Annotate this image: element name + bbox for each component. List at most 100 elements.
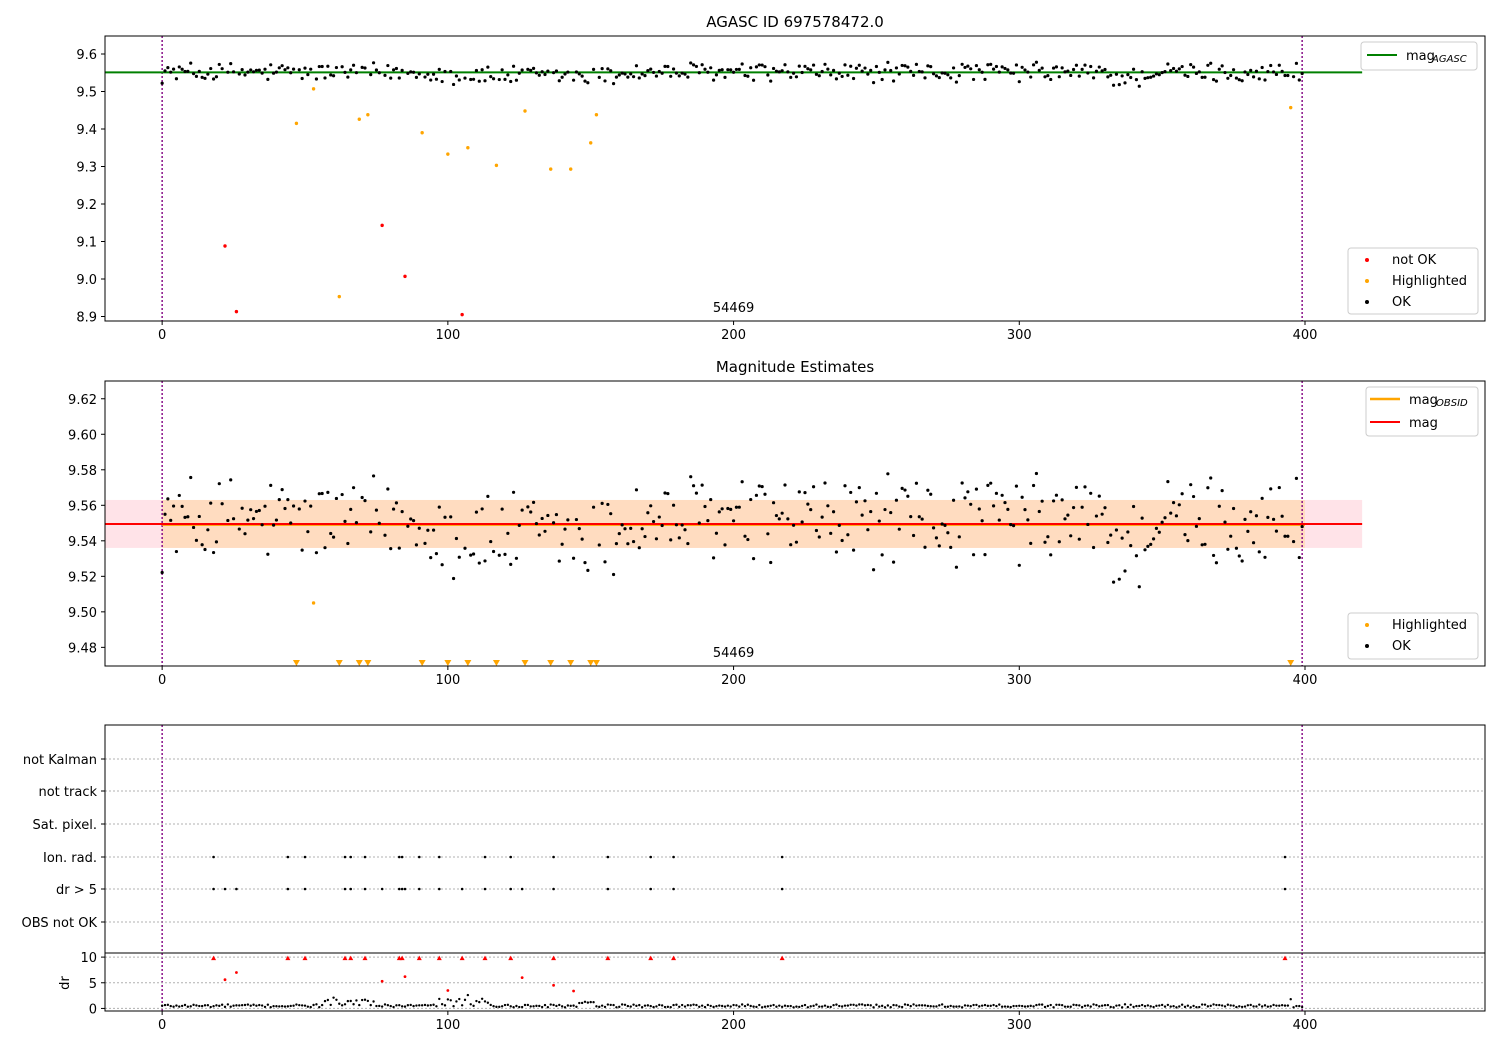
dr-ok-point <box>649 1004 652 1008</box>
flag-point <box>483 855 487 859</box>
dr-ok-point <box>435 1005 438 1008</box>
dr-ok-point <box>540 1005 544 1009</box>
flag-row-label: OBS not OK <box>22 916 98 931</box>
x-tick-label: 400 <box>1293 673 1318 688</box>
ok-point <box>783 63 787 67</box>
dr-ok-point <box>578 1001 581 1005</box>
ok-point <box>603 79 607 83</box>
ok-point <box>229 478 233 482</box>
legend-sub-mag-obsid: OBSID <box>1436 398 1468 409</box>
x-tick-label: 400 <box>1293 328 1318 343</box>
y-tick-label: 9.0 <box>76 273 97 288</box>
highlighted-point <box>420 131 424 135</box>
ok-point <box>563 72 567 76</box>
ok-point <box>1131 504 1136 509</box>
dr-ok-point <box>969 1005 972 1008</box>
ok-point <box>514 556 519 560</box>
ok-point <box>160 570 164 575</box>
ok-point <box>454 536 459 541</box>
ok-point <box>669 538 673 542</box>
dr-ok-point <box>1072 1003 1075 1006</box>
ok-point <box>666 64 670 69</box>
ok-point <box>1231 68 1236 72</box>
ok-point <box>1060 66 1064 70</box>
offscale-marker <box>587 660 595 666</box>
dr-ok-point <box>1278 1004 1281 1007</box>
plot-frame <box>104 952 1486 1012</box>
ok-point <box>797 490 801 494</box>
dr-ok-point <box>483 1000 487 1003</box>
ok-point <box>889 510 893 515</box>
dr-ok-point <box>1038 1003 1041 1006</box>
ok-point <box>451 82 456 87</box>
offscale-marker <box>335 660 343 666</box>
highlighted-point <box>337 294 341 299</box>
ok-point <box>871 568 876 572</box>
dr-ok-point <box>1186 1004 1190 1007</box>
ok-point <box>777 517 781 521</box>
dr-ok-point <box>460 1004 464 1007</box>
dr-ok-point <box>958 1005 961 1008</box>
dr-ok-point <box>889 1006 892 1009</box>
ok-point <box>1154 72 1159 76</box>
ok-point <box>351 486 356 490</box>
dr-ok-point <box>1192 1004 1195 1008</box>
offscale-marker <box>1287 660 1295 666</box>
ok-point <box>889 68 893 73</box>
not-ok-point <box>223 244 227 248</box>
dr-ok-point <box>1195 1006 1198 1009</box>
ok-point <box>694 64 699 69</box>
offscale-marker <box>521 660 529 666</box>
ok-point <box>906 494 910 498</box>
ok-point <box>334 496 339 501</box>
dr-ok-point <box>249 1004 252 1007</box>
dr-not-ok-point <box>572 989 575 993</box>
dr-ok-point <box>1049 1003 1052 1007</box>
ok-point <box>1060 498 1064 502</box>
ok-point <box>629 72 633 76</box>
dr-ok-point <box>1215 1003 1218 1007</box>
highlighted-point <box>466 146 470 150</box>
ok-point <box>1211 77 1216 82</box>
ok-point <box>1134 554 1139 558</box>
ok-point <box>414 543 419 547</box>
dr-ok-point <box>583 1000 587 1003</box>
ok-point <box>1174 69 1179 73</box>
ok-point <box>1203 75 1207 79</box>
dr-ok-point <box>1063 1005 1067 1008</box>
dr-not-ok-point <box>552 983 555 987</box>
dr-ok-point <box>309 1005 312 1009</box>
flag-point <box>397 855 401 859</box>
dr-ok-point <box>1032 1005 1035 1008</box>
ok-point <box>700 483 704 487</box>
ok-point <box>680 71 684 75</box>
ok-point <box>706 519 710 523</box>
ok-point <box>429 556 433 560</box>
ok-point <box>860 69 864 73</box>
dr-ok-point <box>1006 1005 1010 1008</box>
ok-point <box>943 523 947 527</box>
ok-point <box>974 487 979 491</box>
ok-point <box>1206 63 1210 67</box>
ok-point <box>643 534 647 539</box>
dr-ok-point <box>403 1005 407 1008</box>
flag-point <box>286 887 290 891</box>
dr-ok-point <box>1066 1005 1070 1008</box>
y-tick-label: 9.60 <box>68 428 97 443</box>
ok-point <box>806 502 810 506</box>
ok-point <box>489 75 493 79</box>
dr-ok-point <box>855 1004 858 1007</box>
ok-point <box>323 546 327 550</box>
ok-point <box>791 71 796 75</box>
ok-point <box>1017 563 1021 567</box>
ok-point <box>469 553 473 557</box>
dr-ok-point <box>1146 1004 1150 1007</box>
y-tick-label: 9.62 <box>68 393 97 408</box>
dr-ok-point <box>280 1004 284 1008</box>
dr-ok-point <box>772 1003 775 1007</box>
ok-point <box>897 72 901 76</box>
ok-point <box>1014 63 1019 67</box>
dr-ok-point <box>260 1004 264 1007</box>
ok-point <box>260 71 264 75</box>
dr-ok-point <box>429 1004 432 1007</box>
